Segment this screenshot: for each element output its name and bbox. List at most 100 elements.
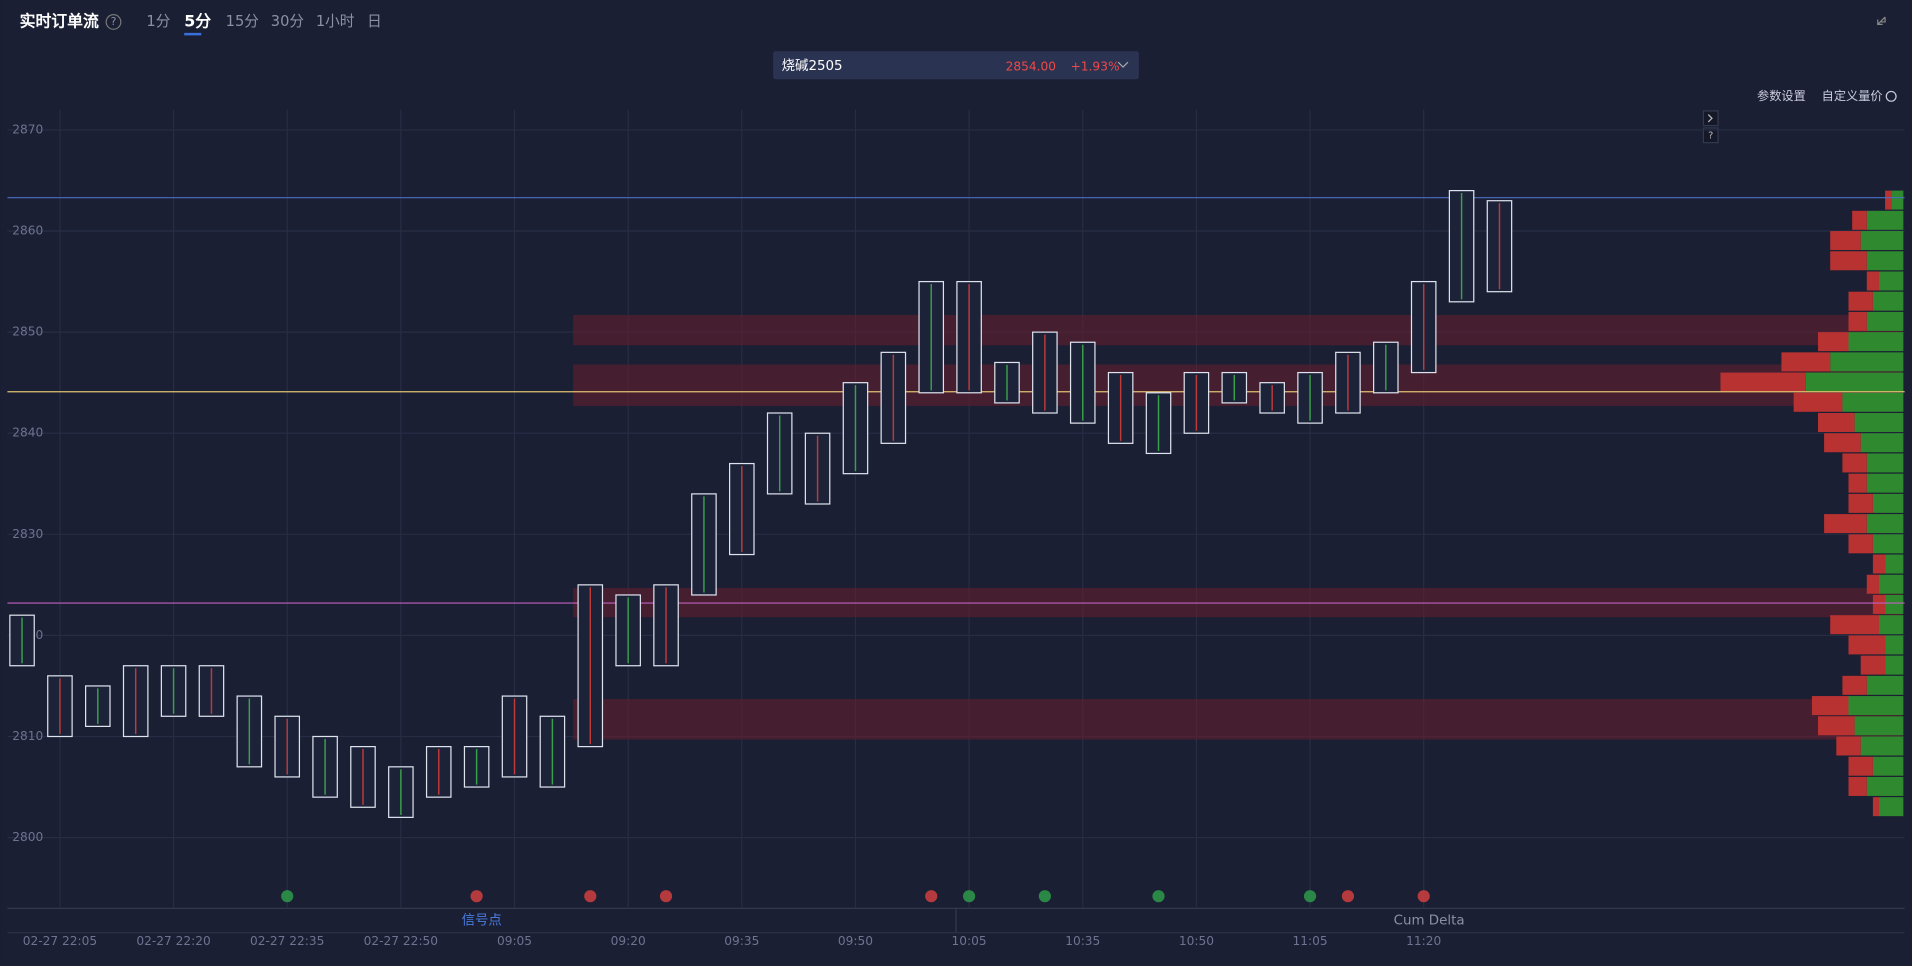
signal[interactable] xyxy=(281,890,294,903)
profile-sell xyxy=(1848,756,1873,776)
tabs: 1分 5分 15分 30分 1小时日 xyxy=(146,11,381,30)
signal[interactable] xyxy=(1417,890,1430,903)
settings-button[interactable]: 参数设置 xyxy=(1757,88,1806,103)
profile-sell xyxy=(1848,534,1873,554)
profile-sell xyxy=(1872,797,1879,817)
profile-sell xyxy=(1852,210,1867,230)
signal[interactable] xyxy=(1341,890,1355,903)
profile-sell xyxy=(1860,655,1886,675)
tab[interactable]: 日 xyxy=(367,13,382,30)
price: 2854.00 xyxy=(1006,60,1056,74)
profile-buy xyxy=(1860,231,1904,251)
instrument-selector[interactable] xyxy=(773,51,1139,80)
profile-sell xyxy=(1781,352,1831,372)
profile-buy xyxy=(1854,413,1904,433)
signal[interactable] xyxy=(925,890,938,903)
tab[interactable]: 1小时 xyxy=(316,13,355,30)
signal[interactable] xyxy=(659,890,673,903)
profile-buy xyxy=(1885,594,1904,614)
y-tick-label: 2840 xyxy=(12,426,43,440)
profile-buy xyxy=(1854,716,1904,736)
tab[interactable]: 1分 xyxy=(146,13,170,30)
custom-button[interactable]: 自定义量价 xyxy=(1822,88,1883,103)
profile-sell xyxy=(1872,594,1886,614)
profile-buy xyxy=(1878,271,1904,291)
profile-buy xyxy=(1866,675,1904,695)
profile-sell xyxy=(1848,635,1886,655)
side-button[interactable] xyxy=(1702,110,1719,127)
signal[interactable] xyxy=(963,890,976,903)
clock-icon[interactable] xyxy=(1885,90,1897,102)
profile-sell xyxy=(1830,251,1867,271)
zone xyxy=(573,699,1903,740)
instrument[interactable]: 烧碱2505 xyxy=(782,58,843,74)
profile-buy xyxy=(1860,433,1904,453)
signal[interactable] xyxy=(1303,890,1317,903)
help[interactable]: ? xyxy=(111,15,117,28)
x-tick-label: 09:35 xyxy=(724,934,759,948)
profile-buy xyxy=(1891,190,1904,210)
profile-buy xyxy=(1866,311,1904,331)
y-tick-label: 2860 xyxy=(12,224,43,238)
profile-buy xyxy=(1878,797,1904,817)
y-tick-label: 2850 xyxy=(12,325,43,339)
y-tick-label: 2800 xyxy=(12,830,43,844)
x-tick-label: 02-27 22:05 xyxy=(23,934,97,948)
profile-sell xyxy=(1824,514,1867,534)
profile-sell xyxy=(1818,716,1855,736)
profile-buy xyxy=(1878,615,1904,635)
chevron-icon[interactable] xyxy=(1707,114,1713,123)
x-tick-label: 09:20 xyxy=(611,934,646,948)
x-tick-label: 09:50 xyxy=(838,934,873,948)
profile-sell xyxy=(1836,736,1861,756)
profile-sell xyxy=(1885,190,1892,210)
panel-label[interactable]: 信号点 xyxy=(462,913,502,929)
x-tick-label: 02-27 22:50 xyxy=(364,934,438,948)
profile-sell xyxy=(1818,413,1855,433)
profile-sell xyxy=(1830,615,1879,635)
x-tick-label: 02-27 22:35 xyxy=(250,934,324,948)
help-icon[interactable] xyxy=(105,14,122,30)
x-tick-label: 11:20 xyxy=(1406,934,1441,948)
profile-sell xyxy=(1848,291,1873,311)
signal[interactable] xyxy=(584,890,597,903)
profile-sell xyxy=(1830,231,1861,251)
profile-sell xyxy=(1720,372,1806,392)
profile-sell xyxy=(1793,392,1843,412)
profile-sell xyxy=(1848,493,1873,513)
profile-buy xyxy=(1830,352,1904,372)
profile-sell xyxy=(1824,433,1861,453)
profile-buy xyxy=(1866,776,1904,796)
side-button[interactable] xyxy=(1702,127,1719,144)
profile-sell xyxy=(1866,574,1879,594)
profile-sell xyxy=(1848,473,1867,493)
profile-buy xyxy=(1866,514,1904,534)
profile-buy xyxy=(1848,696,1904,716)
profile-sell xyxy=(1866,271,1879,291)
profile-buy xyxy=(1885,635,1904,655)
profile-sell xyxy=(1842,453,1867,473)
dropdown-icon[interactable] xyxy=(1117,61,1129,68)
y-tick-label: 2830 xyxy=(12,527,43,541)
change: +1.93% xyxy=(1071,60,1120,74)
profile-buy xyxy=(1872,291,1904,311)
signal[interactable] xyxy=(1038,890,1051,903)
profile-buy xyxy=(1872,534,1904,554)
profile-buy xyxy=(1878,574,1904,594)
signal[interactable] xyxy=(1152,890,1165,903)
tab[interactable]: 15分 xyxy=(226,13,260,30)
tab[interactable]: 30分 xyxy=(271,13,305,30)
tab[interactable]: 5分 xyxy=(184,11,211,30)
profile-buy xyxy=(1842,392,1904,412)
profile-buy xyxy=(1866,473,1904,493)
side-help[interactable]: ? xyxy=(1708,130,1713,141)
profile-buy xyxy=(1866,453,1904,473)
signal[interactable] xyxy=(470,890,483,903)
profile-buy xyxy=(1866,251,1904,271)
minimize-icon[interactable] xyxy=(1877,16,1886,25)
x-tick-label: 10:50 xyxy=(1179,934,1214,948)
panel-label[interactable]: Cum Delta xyxy=(1394,914,1465,929)
